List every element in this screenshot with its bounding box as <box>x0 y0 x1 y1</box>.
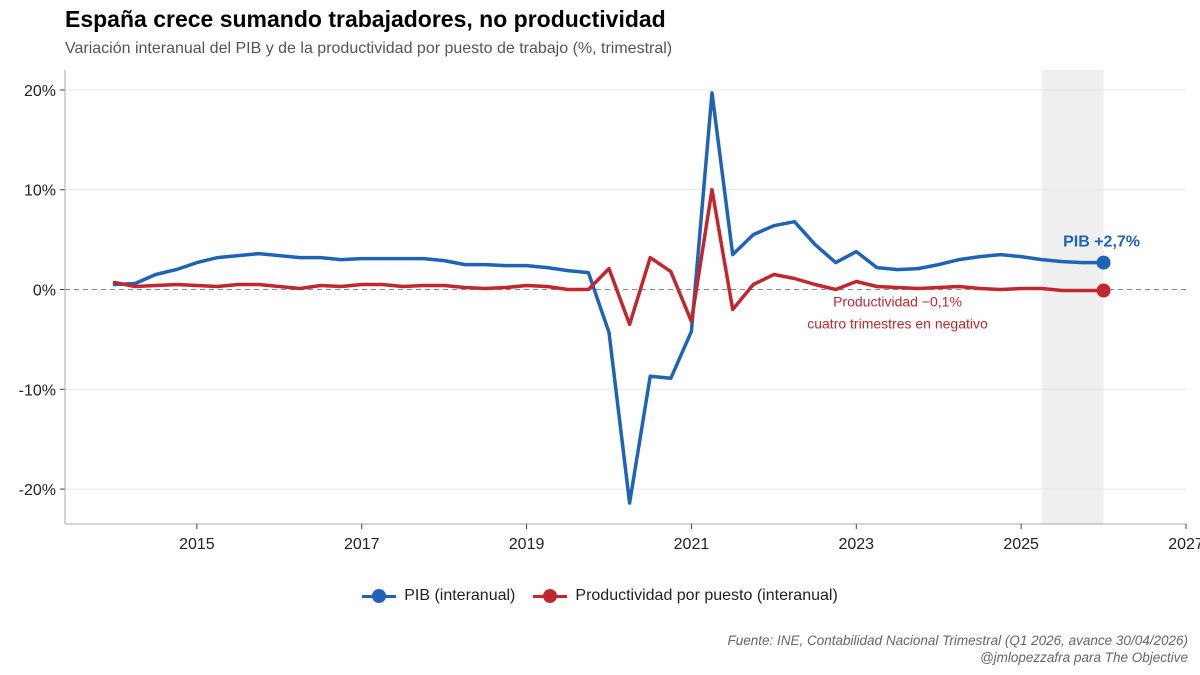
y-tick-label: -20% <box>19 482 56 499</box>
legend: PIB (interanual) Productividad por puest… <box>0 587 1200 605</box>
shaded-region <box>1041 70 1104 524</box>
series-line-productividad <box>112 187 1106 327</box>
y-tick-label: 10% <box>24 183 56 200</box>
annotation-productividad: Productividad −0,1% <box>833 293 962 309</box>
source-note: Fuente: INE, Contabilidad Nacional Trime… <box>727 632 1188 666</box>
legend-item-pib: PIB (interanual) <box>362 587 515 605</box>
y-tick-label: -10% <box>19 382 56 399</box>
legend-label-pib: PIB (interanual) <box>404 587 516 604</box>
series-line-pib <box>112 91 1106 505</box>
legend-item-productividad: Productividad por puesto (interanual) <box>533 587 838 605</box>
x-tick-label: 2027 <box>1168 536 1200 553</box>
end-point-productividad <box>1096 283 1111 298</box>
source-line: Fuente: INE, Contabilidad Nacional Trime… <box>727 633 1188 648</box>
y-tick-label: 20% <box>24 83 56 100</box>
annotation-productividad: cuatro trimestres en negativo <box>807 315 988 331</box>
x-tick-label: 2021 <box>674 536 710 553</box>
x-tick-label: 2017 <box>344 536 380 553</box>
chart-title: España crece sumando trabajadores, no pr… <box>65 6 666 32</box>
y-tick-label: 0% <box>33 283 56 300</box>
legend-key-pib <box>362 589 397 603</box>
x-tick-label: 2025 <box>1003 536 1039 553</box>
x-tick-label: 2019 <box>509 536 545 553</box>
author-credit: @jmlopezzafra para The Objective <box>979 650 1188 665</box>
legend-key-productividad <box>533 589 568 603</box>
end-point-pib <box>1096 255 1111 270</box>
x-tick-label: 2023 <box>838 536 874 553</box>
legend-label-productividad: Productividad por puesto (interanual) <box>575 587 838 604</box>
chart-subtitle: Variación interanual del PIB y de la pro… <box>65 40 673 57</box>
x-tick-label: 2015 <box>179 536 215 553</box>
annotation-pib: PIB +2,7% <box>1063 234 1140 251</box>
